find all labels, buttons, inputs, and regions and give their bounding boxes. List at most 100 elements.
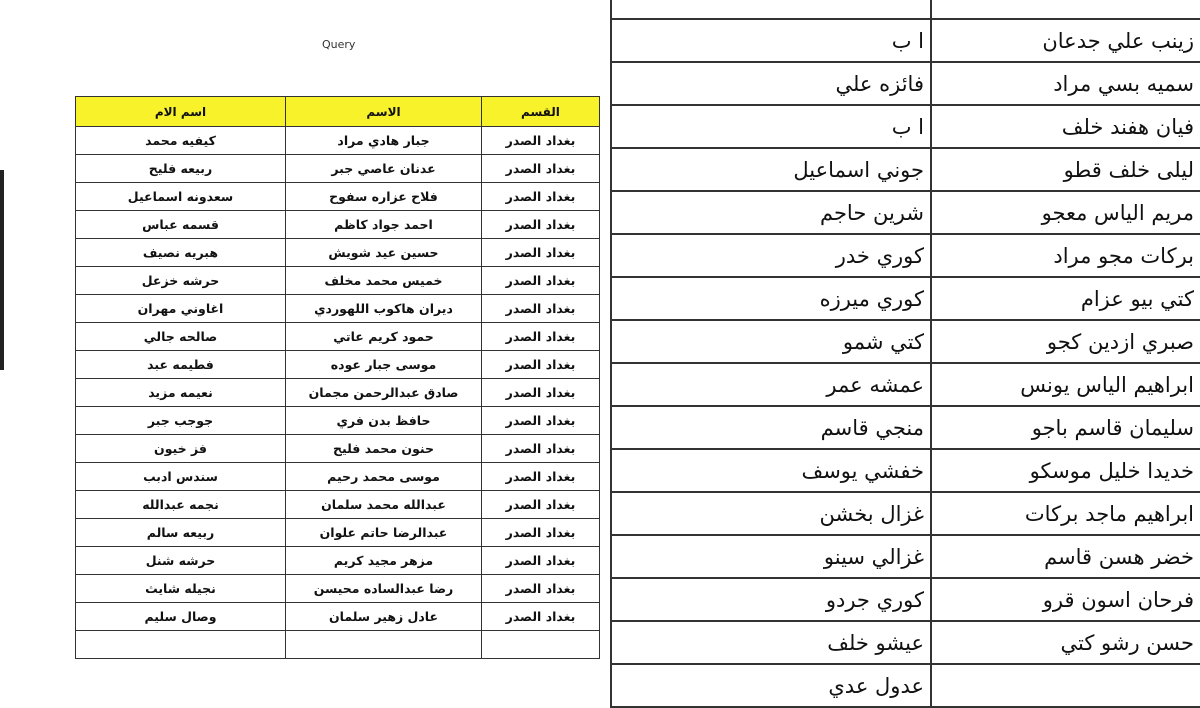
cell-department: بغداد الصدر (481, 294, 600, 323)
cell-name: حافظ بدن فري (285, 406, 482, 435)
cell-mother: غزالي سينو (611, 534, 932, 579)
table-row: بغداد الصدر احمد جواد كاظم قسمه عباس (75, 210, 600, 239)
table-row: بغداد الصدر جبار هادي مراد كيفيه محمد (75, 126, 600, 155)
cell-name: ابراهيم الياس يونس (931, 362, 1200, 407)
table-row: 16 (611, 0, 1200, 20)
table-row: بغداد الصدر حسين عيد شويش هبريه نصيف (75, 238, 600, 267)
cell-name: فلاح عزاره سفوح (285, 182, 482, 211)
table-row: بغداد الصدر مزهر مجيد كريم حرشه شنل (75, 546, 600, 575)
cell-department: بغداد الصدر (481, 210, 600, 239)
cell-department: بغداد الصدر (481, 126, 600, 155)
header-mother: اسم الام (75, 96, 286, 127)
cell-name: سليمان قاسم باجو (931, 405, 1200, 450)
cell-mother: وصال سليم (75, 602, 286, 631)
cell-mother (611, 0, 932, 20)
cell-mother: كتي شمو (611, 319, 932, 364)
cell-name (931, 663, 1200, 708)
table-row: بغداد الصدر موسى محمد رحيم سندس ادبب (75, 462, 600, 491)
cell-name: ديران هاكوب اللهوردي (285, 294, 482, 323)
cell-mother: عيشو خلف (611, 620, 932, 665)
table-row: بغداد الصدر عدنان عاصي جبر ربيعه فليح (75, 154, 600, 183)
cell-mother: ا ب (611, 18, 932, 63)
cell-mother: هبريه نصيف (75, 238, 286, 267)
cell-department: بغداد الصدر (481, 546, 600, 575)
left-table: القسم الاسم اسم الام بغداد الصدر جبار هاد… (75, 96, 600, 659)
cell-department: بغداد الصدر (481, 182, 600, 211)
cell-department: بغداد الصدر (481, 406, 600, 435)
cell-mother: فطيمه عبد (75, 350, 286, 379)
cell-name: حسين عيد شويش (285, 238, 482, 267)
cell-mother: فز خيون (75, 434, 286, 463)
cell-mother: جوجب جبر (75, 406, 286, 435)
cell-name: مريم الياس معجو (931, 190, 1200, 235)
cell-department: بغداد الصدر (481, 266, 600, 295)
cell-name: حمود كريم عاتي (285, 322, 482, 351)
table-row: بغداد الصدر حافظ بدن فري جوجب جبر (75, 406, 600, 435)
cell-name: خميس محمد مخلف (285, 266, 482, 295)
cell-name (931, 0, 1200, 20)
cell-name: سميه بسي مراد (931, 61, 1200, 106)
cell-mother: حرشه خزعل (75, 266, 286, 295)
cell-mother: خفشي يوسف (611, 448, 932, 493)
cell-mother: صالحه جالي (75, 322, 286, 351)
cell-mother: غزال بخشن (611, 491, 932, 536)
table-row: بغداد الصدر موسى جبار عوده فطيمه عبد (75, 350, 600, 379)
cell-name: زينب علي جدعان (931, 18, 1200, 63)
cell-department: بغداد الصدر (481, 434, 600, 463)
cell-name: جبار هادي مراد (285, 126, 482, 155)
cell-name: ابراهيم ماجد بركات (931, 491, 1200, 536)
cell-name (285, 630, 482, 659)
cell-department: بغداد الصدر (481, 602, 600, 631)
cell-name: فرحان اسون قرو (931, 577, 1200, 622)
cell-mother: نعيمه مزيد (75, 378, 286, 407)
query-title: Query (322, 38, 356, 51)
cell-name: خديدا خليل موسكو (931, 448, 1200, 493)
cell-mother: ا ب (611, 104, 932, 149)
cell-mother: سعدونه اسماعيل (75, 182, 286, 211)
cell-mother: منجي قاسم (611, 405, 932, 450)
cell-department: بغداد الصدر (481, 518, 600, 547)
table-row: بغداد الصدر عبدالرضا حاتم علوان ربيعه سالم (75, 518, 600, 547)
cell-mother: كيفيه محمد (75, 126, 286, 155)
cell-mother: نجيله شايث (75, 574, 286, 603)
cell-name: ليلى خلف قطو (931, 147, 1200, 192)
cell-department (481, 630, 600, 659)
table-row (75, 630, 600, 659)
cell-mother: ربيعه سالم (75, 518, 286, 547)
cell-name: رضا عبدالساده محيسن (285, 574, 482, 603)
table-row: بغداد الصدر عادل زهير سلمان وصال سليم (75, 602, 600, 631)
cell-mother: اغاوني مهران (75, 294, 286, 323)
cell-mother: كوري ميرزه (611, 276, 932, 321)
cell-name: موسى محمد رحيم (285, 462, 482, 491)
cell-mother: فائزه علي (611, 61, 932, 106)
table-row: بغداد الصدر فلاح عزاره سفوح سعدونه اسماعيل (75, 182, 600, 211)
cell-mother: نجمه عبدالله (75, 490, 286, 519)
header-name: الاسم (285, 96, 482, 127)
table-row: بغداد الصدر رضا عبدالساده محيسن نجيله شايث (75, 574, 600, 603)
cell-department: بغداد الصدر (481, 238, 600, 267)
cell-name: بركات مجو مراد (931, 233, 1200, 278)
cell-mother: عدول عدي (611, 663, 932, 708)
cell-mother: حرشه شنل (75, 546, 286, 575)
cell-name: خضر هسن قاسم (931, 534, 1200, 579)
cell-department: بغداد الصدر (481, 154, 600, 183)
cell-name: صبري ازدين كجو (931, 319, 1200, 364)
cell-mother: جوني اسماعيل (611, 147, 932, 192)
page-edge-shadow (0, 170, 4, 370)
cell-name: عبدالرضا حاتم علوان (285, 518, 482, 547)
cell-mother: عمشه عمر (611, 362, 932, 407)
cell-name: كتي بيو عزام (931, 276, 1200, 321)
table-row: بغداد الصدر حنون محمد فليح فز خيون (75, 434, 600, 463)
left-table-header: القسم الاسم اسم الام (75, 96, 600, 127)
cell-name: احمد جواد كاظم (285, 210, 482, 239)
